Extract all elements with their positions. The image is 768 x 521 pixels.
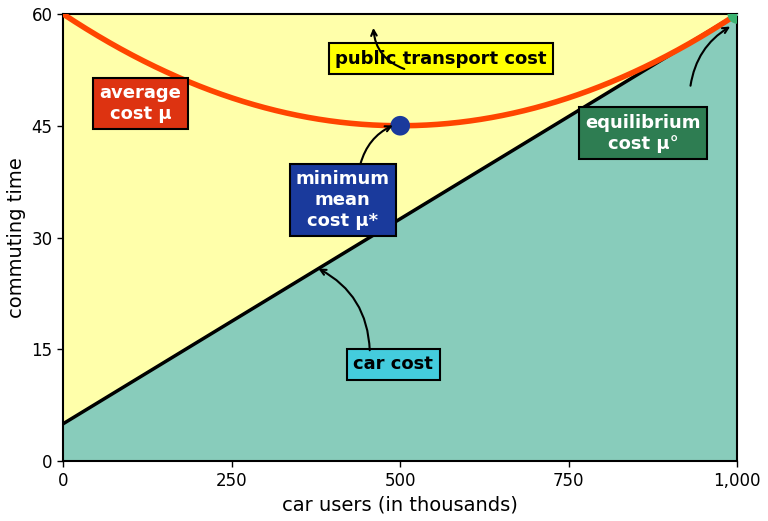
X-axis label: car users (in thousands): car users (in thousands) [282,495,518,514]
Text: public transport cost: public transport cost [335,49,546,68]
Text: car cost: car cost [353,355,433,373]
Text: equilibrium
cost μ°: equilibrium cost μ° [585,114,700,153]
Point [731,10,743,18]
Point [394,121,406,130]
Text: minimum
mean
cost μ*: minimum mean cost μ* [296,170,390,230]
Y-axis label: commuting time: commuting time [7,157,26,318]
Text: average
cost μ: average cost μ [100,84,181,123]
